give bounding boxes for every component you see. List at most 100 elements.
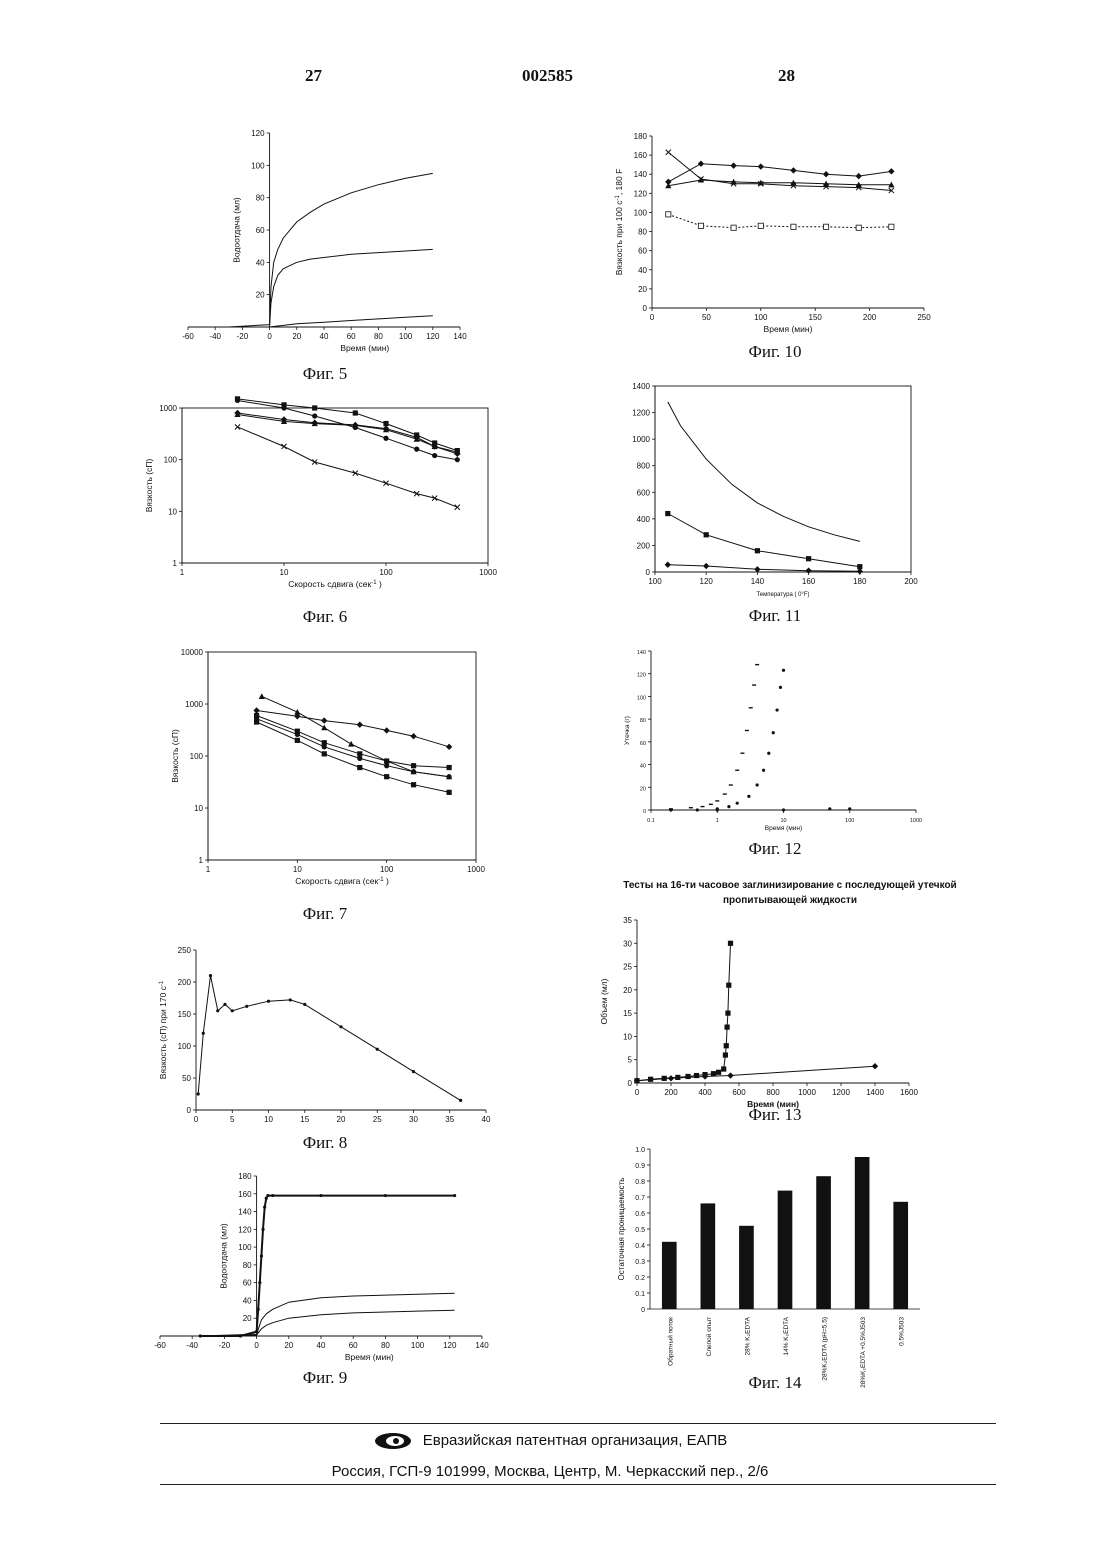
fig9-data-point — [263, 1206, 266, 1209]
fig13-y-tick-label: 20 — [623, 986, 632, 995]
fig11-y-tick-label: 1400 — [632, 382, 650, 391]
fig14-category-label: 28%K₂EDTA (pH=5.5) — [822, 1317, 829, 1381]
fig7-data-point — [322, 744, 327, 749]
fig14-bar — [816, 1176, 831, 1309]
fig11-data-point — [805, 567, 811, 573]
fig6-data-point — [312, 405, 317, 410]
fig6-y-tick-label: 1 — [173, 559, 178, 568]
fig7-data-point — [322, 751, 327, 756]
fig9-series-line — [200, 1196, 454, 1336]
fig8-data-point — [231, 1009, 234, 1012]
fig7-data-point — [321, 725, 327, 731]
fig13-y-label: Объем (мл) — [599, 978, 609, 1024]
fig5-y-tick-label: 80 — [256, 194, 265, 203]
fig12-data-point — [782, 669, 785, 672]
fig7-data-point — [447, 790, 452, 795]
fig8-data-point — [216, 1009, 219, 1012]
fig6-x-tick-label: 100 — [379, 568, 393, 577]
fig5-y-label: Водоотдача (мл) — [232, 197, 242, 263]
fig13-y-tick-label: 15 — [623, 1009, 632, 1018]
fig9-x-tick-label: 60 — [349, 1341, 358, 1350]
fig13-data-point — [725, 1025, 730, 1030]
fig5-y-tick-label: 40 — [256, 258, 265, 267]
fig8-data-point — [202, 1032, 205, 1035]
fig12-data-point — [747, 795, 750, 798]
fig6-chart: 11010010001101001000Вязкость (сП)Скорост… — [140, 398, 500, 608]
eapo-logo-icon — [373, 1431, 413, 1451]
fig13-y-tick-label: 30 — [623, 939, 632, 948]
fig11-x-label: Температура ( 0°F) — [756, 592, 809, 598]
fig10-y-tick-label: 20 — [638, 285, 647, 294]
fig8-y-tick-label: 200 — [178, 978, 192, 987]
fig12-x-tick-label: 0.1 — [647, 818, 655, 824]
fig12-data-point — [782, 808, 785, 811]
fig6-data-point — [432, 453, 437, 458]
fig12-y-tick-label: 100 — [637, 695, 646, 701]
footer-address: Россия, ГСП-9 101999, Москва, Центр, М. … — [0, 1463, 1100, 1480]
fig8-x-tick-label: 20 — [337, 1115, 346, 1124]
fig11-y-tick-label: 1200 — [632, 409, 650, 418]
fig14-y-tick-label: 1.0 — [635, 1147, 645, 1154]
fig6-y-label: Вязкость (сП) — [144, 459, 154, 513]
fig13-data-point — [725, 1011, 730, 1016]
fig6-frame — [182, 408, 488, 563]
fig10-data-point — [790, 167, 796, 173]
fig6-y-tick-label: 10 — [168, 507, 177, 516]
fig11-data-point — [665, 511, 670, 516]
fig10-caption: Фиг. 10 — [720, 342, 830, 362]
fig10-data-point — [758, 223, 763, 228]
fig13-y-tick-label: 35 — [623, 916, 632, 925]
fig8-y-tick-label: 100 — [178, 1042, 192, 1051]
fig6-series-line — [238, 401, 458, 460]
fig7-data-point — [259, 693, 265, 699]
fig9-y-tick-label: 40 — [243, 1296, 252, 1305]
fig9-data-point — [261, 1228, 264, 1231]
fig9-x-tick-label: -20 — [219, 1341, 231, 1350]
fig9-data-point — [384, 1194, 387, 1197]
fig10-data-point — [666, 150, 671, 155]
fig9-data-point — [271, 1194, 274, 1197]
fig10-x-tick-label: 100 — [754, 313, 768, 322]
fig9-x-tick-label: 80 — [381, 1341, 390, 1350]
fig7-x-tick-label: 1000 — [467, 865, 485, 874]
fig9-y-label: Водоотдача (мл) — [219, 1223, 229, 1289]
fig7-data-point — [410, 733, 416, 739]
fig7-data-point — [357, 751, 362, 756]
fig13-x-tick-label: 600 — [732, 1088, 746, 1097]
fig14-bar — [701, 1203, 716, 1309]
fig7-data-point — [295, 732, 300, 737]
fig12-caption: Фиг. 12 — [720, 839, 830, 859]
fig14-bar — [893, 1202, 908, 1309]
fig12-data-point — [772, 731, 775, 734]
fig5-x-tick-label: -40 — [209, 332, 221, 341]
fig12-data-point — [669, 808, 672, 811]
fig7-data-point — [254, 716, 259, 721]
fig9-x-label: Время (мин) — [345, 1352, 394, 1362]
fig10-y-tick-label: 80 — [638, 228, 647, 237]
fig12-x-tick-label: 1000 — [910, 818, 922, 824]
fig8-x-tick-label: 15 — [300, 1115, 309, 1124]
fig7-y-tick-label: 10 — [194, 804, 203, 813]
fig7-x-tick-label: 1 — [206, 865, 211, 874]
fig6-x-tick-label: 1000 — [479, 568, 497, 577]
fig7-data-point — [383, 727, 389, 733]
fig9-x-tick-label: 20 — [284, 1341, 293, 1350]
fig8-x-tick-label: 30 — [409, 1115, 418, 1124]
fig13-series-line — [637, 943, 731, 1080]
fig8-data-point — [303, 1003, 306, 1006]
fig11-y-tick-label: 600 — [637, 488, 651, 497]
fig8-y-tick-label: 250 — [178, 946, 192, 955]
fig12-x-label: Время (мин) — [765, 825, 802, 832]
fig8-data-point — [376, 1048, 379, 1051]
fig13-data-point — [872, 1063, 878, 1069]
fig7-data-point — [253, 707, 259, 713]
fig13-y-tick-label: 0 — [628, 1079, 633, 1088]
fig9-y-tick-label: 80 — [243, 1261, 252, 1270]
fig8-x-tick-label: 40 — [482, 1115, 491, 1124]
fig10-x-tick-label: 250 — [917, 313, 931, 322]
fig5-x-tick-label: 80 — [374, 332, 383, 341]
fig8-data-point — [209, 974, 212, 977]
fig10-data-point — [698, 161, 704, 167]
fig9-data-point — [266, 1194, 269, 1197]
fig11-data-point — [806, 556, 811, 561]
